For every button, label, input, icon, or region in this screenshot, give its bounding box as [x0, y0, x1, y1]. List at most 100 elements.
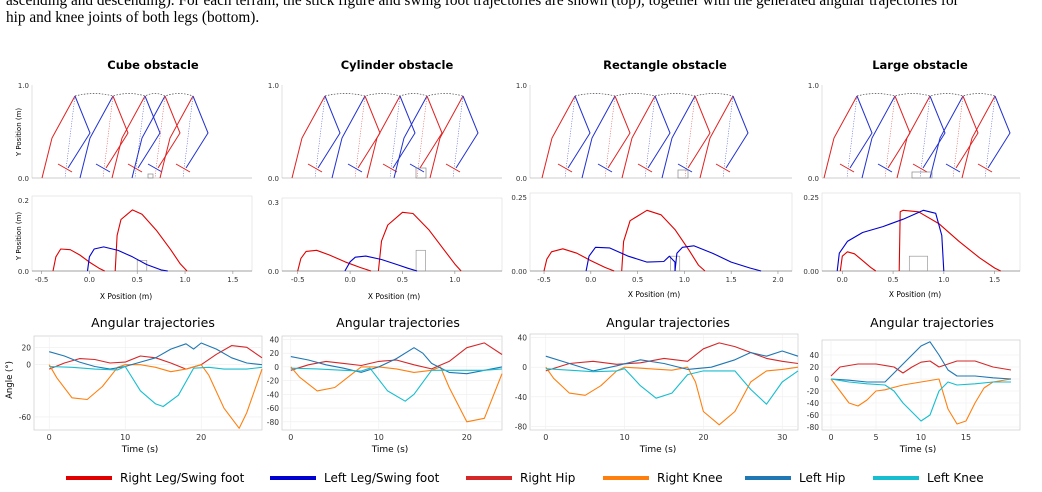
swing-leg	[922, 95, 946, 169]
foot-segment	[945, 163, 961, 173]
y-tick-label: -60	[807, 411, 819, 420]
y-tick-label: -80	[267, 418, 279, 427]
plot-frame	[821, 192, 1021, 272]
legend-label: Right Hip	[520, 471, 576, 485]
angular-title-cube: Angular trajectories	[91, 315, 215, 330]
swing-foot-plot-1: 0.0 0.2 -0.5 0.0 0.5 1.0 1.5	[18, 195, 253, 284]
y-tick-label: -40	[807, 399, 819, 408]
y-tick-label: 40	[269, 335, 279, 344]
y-tick-label: 0	[522, 363, 527, 372]
y-tick-label: 1.0	[516, 82, 527, 90]
swing-foot-plot-3: 0.00 0.25 -0.5 0.0 0.5 1.0 1.5 2.0	[511, 192, 793, 284]
series-line	[297, 249, 372, 272]
x-label-time-2: Time (s)	[371, 445, 409, 455]
y-tick-label: 1.0	[18, 82, 29, 90]
foot-segment	[677, 163, 693, 173]
foot-segment	[839, 163, 855, 173]
y-tick-label: 0.0	[18, 268, 29, 276]
stance-leg	[581, 95, 616, 179]
series-line	[290, 347, 503, 375]
foot-segment	[347, 163, 363, 173]
series-line	[48, 364, 263, 429]
stance-leg	[331, 95, 366, 179]
y-tick-label: 40	[809, 351, 819, 360]
stance-leg	[366, 95, 401, 179]
x-tick-label: 0	[828, 433, 833, 442]
angular-plot-3: 40 0 -40 -80 0 10 20 30	[515, 333, 799, 442]
stance-leg	[823, 95, 858, 179]
swing-leg	[687, 95, 711, 169]
y-label-stick: Y Position (m)	[15, 108, 23, 158]
series-line	[52, 248, 105, 272]
stance-leg	[621, 95, 656, 179]
stick-figure-plot-1: 0.0 1.0	[18, 82, 252, 183]
legend-swatch	[66, 476, 112, 480]
x-label-foot-4: X Position (m)	[889, 290, 941, 299]
swing-leg	[357, 95, 381, 169]
x-tick-label: 2.0	[772, 276, 783, 284]
legend-label: Left Leg/Swing foot	[324, 471, 440, 485]
stance-leg	[961, 95, 996, 179]
series-line	[290, 366, 503, 423]
foot-segment	[877, 163, 893, 173]
foot-segment	[147, 163, 163, 173]
y-tick-label: -80	[515, 422, 527, 431]
x-tick-label: 1.0	[449, 276, 460, 284]
x-tick-label: -0.5	[291, 276, 305, 284]
series-line	[114, 209, 188, 272]
x-label-time-3: Time (s)	[639, 445, 677, 455]
y-tick-label: -60	[267, 404, 279, 413]
x-label-foot-1: X Position (m)	[100, 292, 152, 301]
x-label-time-4: Time (s)	[899, 445, 937, 455]
x-tick-label: 1.5	[227, 276, 238, 284]
series-line	[830, 378, 1012, 425]
figure-canvas: Y Position (m) Y Position (m) Angle (°) …	[5, 82, 1021, 455]
obstacle	[415, 249, 426, 272]
x-tick-label: 20	[698, 433, 708, 442]
x-tick-label: -0.5	[537, 276, 551, 284]
legend: Right Leg/Swing foot Left Leg/Swing foot…	[0, 468, 1042, 488]
y-tick-label: 0.2	[18, 197, 29, 205]
y-tick-label: 0.3	[268, 199, 279, 207]
y-tick-label: 0.0	[808, 175, 819, 183]
x-tick-label: 10	[916, 433, 926, 442]
stance-leg	[896, 95, 931, 179]
stance-leg	[41, 95, 76, 179]
swing-leg	[955, 95, 979, 169]
y-tick-label: 0.0	[268, 175, 279, 183]
obstacle	[677, 169, 689, 179]
y-tick-label: 40	[517, 334, 527, 343]
stance-leg	[131, 95, 166, 179]
swing-leg	[455, 95, 479, 169]
hip-trajectory	[324, 93, 464, 97]
legend-item-left-hip: Left Hip	[745, 468, 845, 488]
stance-leg	[929, 95, 964, 179]
angular-plot-1: 20 0 -60 0 10 20	[19, 335, 263, 442]
plot-frame	[281, 197, 503, 272]
foot-segment	[977, 163, 993, 173]
series-line	[49, 342, 263, 370]
angular-plot-2: 40 20 0 -20 -40 -60 -80 0 10 20	[267, 335, 503, 442]
obstacle	[908, 255, 928, 272]
foot-segment	[175, 163, 191, 173]
swing-leg	[105, 95, 129, 169]
stance-leg	[661, 95, 696, 179]
y-label-angle: Angle (°)	[5, 361, 15, 399]
y-tick-label: 0.25	[511, 194, 527, 202]
x-tick-label: 30	[777, 433, 787, 442]
y-tick-label: -20	[807, 387, 819, 396]
column-title-cylinder: Cylinder obstacle	[340, 58, 454, 72]
series-line	[621, 209, 706, 272]
x-tick-label: 10	[619, 433, 629, 442]
x-label-foot-3: X Position (m)	[628, 290, 680, 299]
series-line	[344, 255, 418, 272]
legend-label: Right Knee	[657, 471, 723, 485]
x-tick-label: 0.0	[585, 276, 596, 284]
y-tick-label: 0.00	[511, 268, 527, 276]
foot-segment	[912, 163, 928, 173]
x-tick-label: 0.5	[132, 276, 143, 284]
angular-title-rectangle: Angular trajectories	[606, 315, 730, 330]
plot-frame	[31, 195, 253, 272]
legend-item-left-knee: Left Knee	[873, 468, 984, 488]
legend-swatch	[745, 476, 791, 480]
